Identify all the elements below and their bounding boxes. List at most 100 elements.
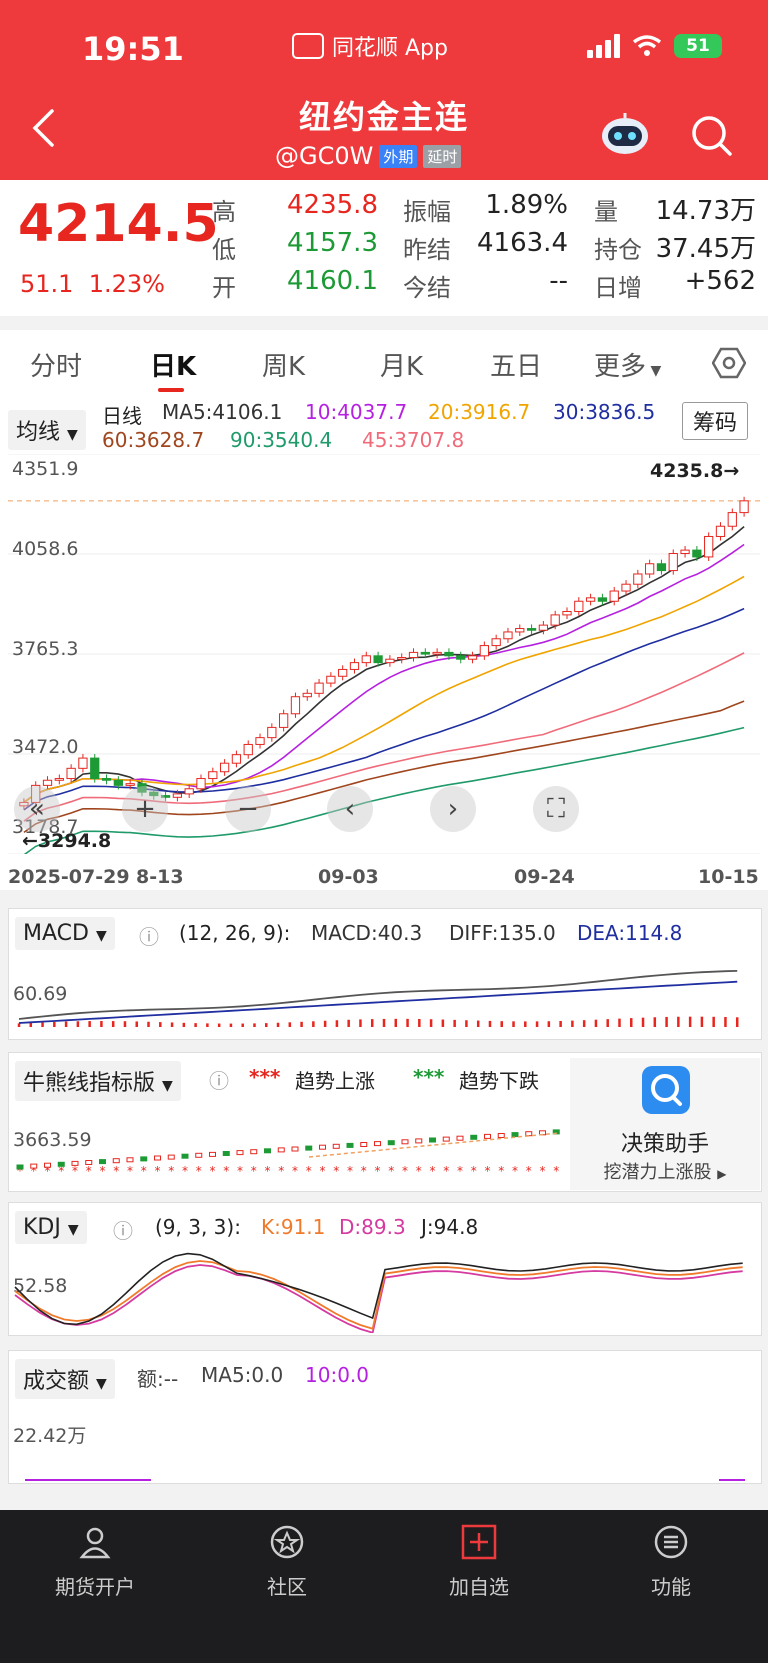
- help-icon[interactable]: ⓘ: [139, 925, 159, 949]
- bull-candle: [209, 1151, 216, 1157]
- macd-selector-label: MACD: [23, 921, 89, 946]
- chevron-left-icon: [32, 109, 54, 147]
- nav-add-watchlist[interactable]: 加自选: [404, 1524, 554, 1600]
- nav-community[interactable]: 社区: [212, 1524, 362, 1600]
- trend-star: *: [278, 1164, 284, 1178]
- low-value: 4157.3: [287, 228, 378, 258]
- low-label: 低: [212, 236, 236, 264]
- chip-button[interactable]: 筹码: [682, 402, 749, 440]
- scroll-left-button[interactable]: ‹: [327, 786, 373, 832]
- candle: [645, 563, 655, 575]
- tab-daily-k[interactable]: 日K: [150, 352, 197, 382]
- period-label: 日线: [102, 404, 142, 428]
- candle: [633, 573, 643, 585]
- y-axis-label: 3472.0: [12, 736, 79, 758]
- indicator-selector[interactable]: 均线 ▼: [8, 410, 86, 450]
- bull-candle: [44, 1162, 51, 1168]
- help-icon[interactable]: ⓘ: [209, 1069, 229, 1093]
- candle: [137, 783, 147, 793]
- bull-candle: [222, 1151, 230, 1156]
- caret-right-icon: ▶: [717, 1167, 727, 1181]
- help-icon[interactable]: ⓘ: [113, 1219, 133, 1243]
- amp-value: 1.89%: [485, 190, 568, 220]
- status-app-name: 同花顺 App: [292, 30, 448, 62]
- bull-candle: [319, 1144, 326, 1150]
- kdj-selector[interactable]: KDJ ▼: [15, 1211, 87, 1244]
- trend-star: *: [182, 1164, 188, 1178]
- trend-star: *: [196, 1164, 202, 1178]
- bull-candle: [57, 1161, 65, 1167]
- candle: [562, 610, 572, 616]
- trend-star: *: [498, 1164, 504, 1178]
- macd-selector[interactable]: MACD ▼: [15, 917, 115, 950]
- bull-candle: [429, 1137, 436, 1143]
- bull-candle: [236, 1150, 244, 1156]
- y-axis-label: 4351.9: [12, 458, 79, 480]
- trend-star: *: [155, 1164, 161, 1178]
- bull-candle: [470, 1134, 478, 1140]
- tab-weekly-k[interactable]: 周K: [262, 352, 306, 382]
- tab-intraday[interactable]: 分时: [30, 352, 83, 382]
- quote-panel: 4214.5 51.1 1.23% 高 4235.8 低 4157.3 开 41…: [0, 180, 768, 316]
- scroll-left-fast-button[interactable]: «: [14, 786, 60, 832]
- bull-candle: [71, 1160, 79, 1166]
- prev-settle-label: 昨结: [403, 236, 451, 264]
- candle: [125, 783, 135, 786]
- zoom-in-button[interactable]: +: [122, 786, 168, 832]
- down-dots-icon: ***: [413, 1065, 445, 1089]
- minus-icon: −: [237, 794, 259, 824]
- chevron-right-icon: ›: [447, 794, 459, 824]
- nav-open-account[interactable]: 期货开户: [20, 1524, 170, 1600]
- back-button[interactable]: [30, 108, 56, 156]
- trend-star: *: [430, 1164, 436, 1178]
- ma-line: [23, 726, 745, 854]
- trend-star: *: [402, 1164, 408, 1178]
- trend-star: *: [127, 1164, 133, 1178]
- bull-candle: [346, 1142, 354, 1148]
- candle: [550, 614, 560, 626]
- tab-five-day[interactable]: 五日: [490, 352, 543, 382]
- trend-star: *: [265, 1164, 271, 1178]
- candle: [338, 668, 348, 677]
- candle: [373, 655, 383, 664]
- search-icon[interactable]: [690, 114, 734, 158]
- ma30-label: 30:3836.5: [553, 400, 656, 424]
- bull-bear-selector[interactable]: 牛熊线指标版 ▼: [15, 1061, 181, 1101]
- decision-helper-card[interactable]: 决策助手 挖潜力上涨股 ▶: [570, 1058, 760, 1190]
- decision-helper-subtitle: 挖潜力上涨股 ▶: [570, 1158, 760, 1184]
- candle: [385, 658, 395, 664]
- candle: [90, 757, 100, 780]
- turnover-selector[interactable]: 成交额 ▼: [15, 1359, 115, 1399]
- x-axis-label: 8-13: [136, 866, 184, 888]
- kdj-chart: [14, 1252, 743, 1333]
- status-time: 19:51: [82, 30, 184, 68]
- turnover-selector-label: 成交额: [23, 1369, 90, 1394]
- bull-candle: [99, 1159, 106, 1165]
- scroll-right-button[interactable]: ›: [430, 786, 476, 832]
- trend-star: *: [361, 1164, 367, 1178]
- nav-functions[interactable]: 功能: [596, 1524, 746, 1600]
- tab-monthly-k[interactable]: 月K: [380, 352, 424, 382]
- tab-more[interactable]: 更多 ▼: [594, 346, 661, 383]
- bottom-nav: 期货开户 社区 加自选 功能: [0, 1510, 768, 1663]
- turnover-ma10: 10:0.0: [305, 1363, 369, 1387]
- trend-star: *: [320, 1164, 326, 1178]
- fullscreen-button[interactable]: ⛶: [533, 786, 579, 832]
- app-header: 19:51 同花顺 App 51 纽约金主连 @GC0W 外期 延时: [0, 0, 768, 180]
- macd-y-label: 60.69: [13, 983, 68, 1005]
- settings-icon[interactable]: [712, 346, 746, 380]
- kdj-y-label: 52.58: [13, 1275, 68, 1297]
- robot-icon[interactable]: [600, 112, 650, 156]
- active-tab-indicator: [158, 388, 184, 392]
- trend-star: *: [141, 1164, 147, 1178]
- candle: [585, 597, 596, 602]
- candle: [692, 549, 702, 558]
- trend-star: *: [416, 1164, 422, 1178]
- zoom-out-button[interactable]: −: [225, 786, 271, 832]
- candle: [290, 696, 301, 715]
- high-label: 高: [212, 198, 236, 226]
- candle: [574, 600, 584, 612]
- candle: [349, 662, 360, 670]
- bull-candle: [181, 1153, 189, 1159]
- bull-candle: [112, 1158, 120, 1164]
